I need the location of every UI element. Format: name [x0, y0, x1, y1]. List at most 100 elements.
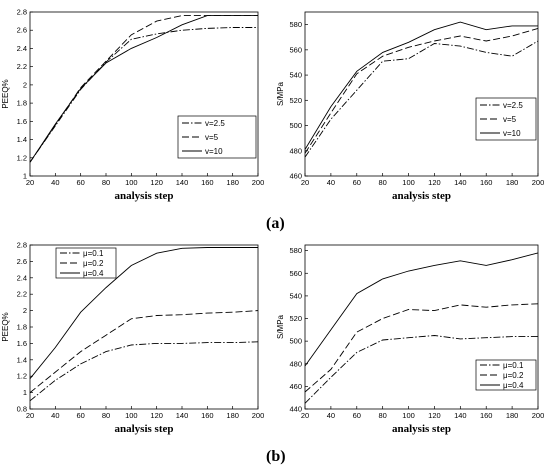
- x-tick-label: 60: [353, 411, 361, 420]
- x-tick-label: 200: [532, 178, 545, 187]
- legend-label: μ=0.1: [83, 249, 104, 258]
- y-axis-label: S/MPa: [276, 314, 285, 339]
- x-tick-label: 60: [353, 178, 361, 187]
- x-tick-label: 180: [506, 411, 519, 420]
- legend: v=2.5 v=5 v=10: [177, 115, 257, 159]
- y-tick-label: 1.2: [17, 153, 27, 162]
- plot-frame: [304, 244, 539, 410]
- legend-label: v=10: [205, 147, 223, 156]
- y-tick-label: 460: [289, 172, 302, 181]
- y-tick-label: 580: [289, 246, 302, 255]
- y-tick-label: 2: [23, 80, 27, 89]
- legend: μ=0.1μ=0.2μ=0.4: [475, 359, 537, 391]
- x-tick-label: 60: [76, 178, 84, 187]
- y-axis-label: S/MPa: [276, 81, 285, 106]
- series-line: [29, 341, 259, 402]
- series-line: [29, 310, 259, 393]
- y-tick-label: 0.8: [17, 405, 27, 414]
- series-line: [304, 27, 539, 154]
- y-tick-label: 540: [289, 71, 302, 80]
- x-axis-label: analysis step: [115, 423, 174, 435]
- x-tick-label: 40: [51, 411, 59, 420]
- x-tick-label: 100: [402, 411, 415, 420]
- series-line: [304, 21, 538, 150]
- series-line: [29, 27, 258, 163]
- x-tick-label: 200: [532, 411, 545, 420]
- x-tick-label: 120: [428, 411, 441, 420]
- legend-label: v=5: [503, 115, 517, 124]
- y-axis-label: PEEQ%: [1, 79, 10, 108]
- y-tick-label: 2.2: [17, 290, 27, 299]
- y-tick-label: 1.4: [17, 355, 27, 364]
- plot-frame: [304, 11, 539, 177]
- y-tick-label: 1.6: [17, 117, 27, 126]
- x-tick-label: 200: [252, 411, 265, 420]
- x-tick-label: 60: [76, 411, 84, 420]
- x-tick-label: 20: [301, 411, 309, 420]
- x-tick-label: 20: [301, 178, 309, 187]
- y-tick-label: 480: [289, 146, 302, 155]
- chart-a-left: 20 40 60 80 100 120 140 160 180 200 1 1.2 1.4 1.6 1.8 2…: [1, 8, 264, 203]
- x-axis-label: analysis step: [115, 190, 174, 202]
- y-tick-label: 500: [289, 337, 302, 346]
- x-tick-label: 20: [26, 178, 34, 187]
- y-tick-label: 2.2: [17, 62, 27, 71]
- legend-label: μ=0.2: [83, 259, 104, 268]
- series-line: [29, 15, 258, 163]
- y-tick-label: 460: [289, 382, 302, 391]
- y-tick-label: 1.6: [17, 339, 27, 348]
- x-axis-label: analysis step: [392, 190, 451, 202]
- chart-b-right: 20 40 60 80 100 120 140 160 180 200 440 460 480 500 52…: [276, 244, 545, 435]
- x-tick-label: 160: [201, 411, 214, 420]
- y-tick-label: 1.2: [17, 372, 27, 381]
- x-tick-label: 140: [454, 411, 467, 420]
- y-tick-label: 520: [289, 96, 302, 105]
- y-tick-label: 1: [23, 172, 27, 181]
- y-tick-label: 500: [289, 121, 302, 130]
- x-tick-label: 120: [150, 411, 163, 420]
- legend-label: μ=0.2: [503, 371, 524, 380]
- series-line: [304, 40, 539, 158]
- x-tick-label: 180: [226, 411, 239, 420]
- x-tick-label: 120: [150, 178, 163, 187]
- legend: v=2.5 v=5 v=10: [475, 97, 537, 141]
- legend-label: v=5: [205, 133, 219, 142]
- y-tick-label: 2.6: [17, 257, 27, 266]
- x-tick-label: 140: [176, 178, 189, 187]
- series-line: [29, 247, 258, 379]
- panel-label-a: (a): [266, 215, 285, 232]
- y-tick-label: 560: [289, 45, 302, 54]
- y-tick-label: 2.4: [17, 273, 27, 282]
- x-tick-label: 20: [26, 411, 34, 420]
- y-tick-label: 580: [289, 20, 302, 29]
- x-tick-label: 80: [102, 178, 110, 187]
- x-tick-label: 80: [378, 178, 386, 187]
- y-tick-label: 2.8: [17, 241, 27, 250]
- y-tick-label: 2: [23, 306, 27, 315]
- x-tick-label: 200: [252, 178, 265, 187]
- x-tick-label: 160: [480, 178, 493, 187]
- y-tick-label: 1.8: [17, 323, 27, 332]
- legend: μ=0.1μ=0.2μ=0.4: [55, 247, 117, 279]
- y-tick-label: 560: [289, 269, 302, 278]
- series-line: [304, 252, 539, 367]
- y-tick-label: 1: [23, 388, 27, 397]
- y-tick-label: 2.6: [17, 26, 27, 35]
- x-tick-label: 100: [125, 178, 138, 187]
- chart-a-right: 20 40 60 80 100 120 140 160 180 200 460 480 500 520 54…: [276, 11, 545, 202]
- y-tick-label: 540: [289, 291, 302, 300]
- y-axis-label: PEEQ%: [1, 312, 10, 341]
- x-tick-label: 40: [51, 178, 59, 187]
- legend-label: v=2.5: [205, 119, 225, 128]
- series-line: [304, 335, 538, 404]
- x-tick-label: 180: [506, 178, 519, 187]
- x-tick-label: 80: [102, 411, 110, 420]
- y-tick-label: 1.8: [17, 99, 27, 108]
- x-tick-label: 40: [327, 411, 335, 420]
- x-tick-label: 100: [125, 411, 138, 420]
- y-tick-label: 2.8: [17, 8, 27, 17]
- y-tick-label: 480: [289, 359, 302, 368]
- x-tick-label: 100: [402, 178, 415, 187]
- legend-label: v=10: [503, 129, 521, 138]
